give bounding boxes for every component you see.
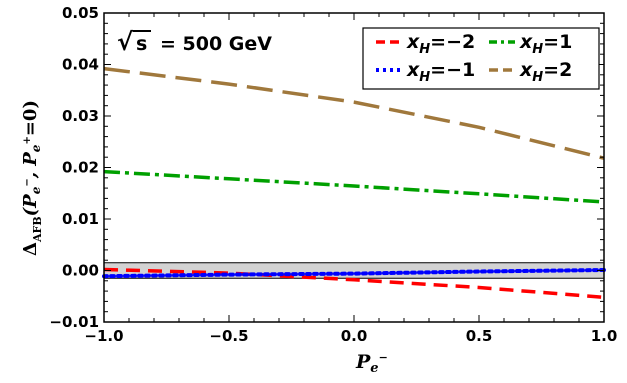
x-tick-label: −1.0 xyxy=(84,327,123,345)
sqrt-symbol: √ xyxy=(117,28,134,56)
x-tick-label: 1.0 xyxy=(591,327,618,345)
y-label-e1: e xyxy=(29,186,43,194)
x-tick-label: 0.5 xyxy=(466,327,493,345)
y-tick-label: 0.00 xyxy=(62,262,99,280)
legend-subscript: H xyxy=(532,70,543,85)
legend-subscript: H xyxy=(532,42,543,57)
series-line-1 xyxy=(103,267,605,300)
y-label-delta: Δ xyxy=(20,242,41,256)
y-tick-label: 0.02 xyxy=(62,159,99,177)
legend-value: =−2 xyxy=(430,31,475,53)
legend-symbol: x xyxy=(406,31,420,53)
legend-symbol: x xyxy=(406,59,420,81)
energy-s: s xyxy=(136,33,147,55)
legend-value: =1 xyxy=(543,31,572,53)
series-line-4 xyxy=(103,66,605,160)
y-tick-label: 0.04 xyxy=(62,56,99,74)
y-tick-label: 0.01 xyxy=(62,210,99,228)
x-tick-label: 0.0 xyxy=(341,327,368,345)
y-axis-label: ΔAFB(Pe−, Pe+=0) xyxy=(20,100,44,256)
legend-symbol: x xyxy=(519,59,533,81)
y-label-sup1: − xyxy=(22,178,33,186)
y-tick-label: −0.01 xyxy=(49,313,99,331)
legend-label-4: xH=2 xyxy=(519,59,572,85)
legend-subscript: H xyxy=(419,70,430,85)
legend-label-1: xH=−2 xyxy=(406,31,475,57)
y-label-sup2: + xyxy=(22,136,33,144)
x-axis-label: Pe− xyxy=(355,351,388,376)
y-label-e2: e xyxy=(29,144,43,152)
legend-value: =2 xyxy=(543,59,572,81)
legend-value: =−1 xyxy=(430,59,475,81)
legend-subscript: H xyxy=(419,42,430,57)
y-label-comma: , P xyxy=(20,152,41,180)
series-line-3 xyxy=(103,169,605,204)
y-tick-label: 0.03 xyxy=(62,107,99,125)
legend-label-2: xH=−1 xyxy=(406,59,475,85)
y-label-sub: AFB xyxy=(31,216,44,243)
series-layer xyxy=(102,66,606,300)
x-axis-label-sup: − xyxy=(379,351,388,364)
legend-box xyxy=(362,27,600,90)
y-label-close: =0) xyxy=(20,100,41,136)
legend-label-3: xH=1 xyxy=(519,31,572,57)
legend-symbol: x xyxy=(519,31,533,53)
y-label-open: (P xyxy=(20,194,41,217)
tick-layer: −1.0 −0.5 0.0 0.5 1.0 −0.01 0.00 0.01 0.02 0.03 0.… xyxy=(49,4,617,345)
x-axis-label-sub: e xyxy=(370,361,378,376)
x-axis-label-p: P xyxy=(355,351,371,373)
x-tick-label: −0.5 xyxy=(209,327,248,345)
series-line-2 xyxy=(102,268,606,279)
legend: xH=−2xH=−1xH=1xH=2 xyxy=(362,27,600,90)
y-tick-label: 0.05 xyxy=(62,4,99,22)
energy-value: = 500 GeV xyxy=(160,33,272,55)
energy-annotation: √ s = 500 GeV xyxy=(117,28,272,56)
